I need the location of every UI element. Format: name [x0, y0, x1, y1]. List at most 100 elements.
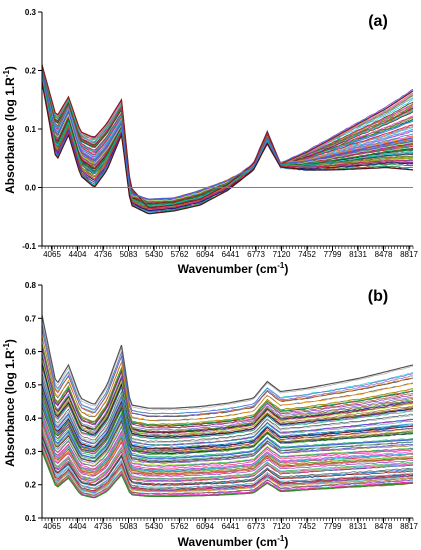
x-tick-label: 6094	[196, 250, 214, 259]
x-tick-label: 6773	[247, 250, 265, 259]
panel-b-y-ticks: 0.1 0.2 0.3 0.4 0.5 0.6 0.7 0.8	[25, 281, 42, 523]
spectrum-line	[41, 318, 414, 411]
spectrum-line	[41, 334, 414, 421]
spectrum-line	[41, 389, 414, 452]
x-tick-label: 7120	[273, 250, 291, 259]
panel-a-x-ticks: 4065 4404 4736 5083 5430 5762 6094 6441 6773 7120…	[41, 246, 418, 259]
spectrum-line	[41, 450, 414, 498]
spectrum-line	[41, 421, 414, 475]
spectrum-line	[41, 428, 414, 480]
x-tick-label: 4404	[69, 250, 87, 259]
spectrum-line	[41, 342, 414, 425]
spectrum-line	[41, 448, 413, 496]
spectrum-line	[41, 377, 414, 446]
panel-a: 4065 4404 4736 5083 5430 5762 6094 6441 6773 7120…	[2, 8, 418, 276]
y-tick-label: 0.7	[25, 314, 37, 323]
x-tick-label: 4736	[94, 250, 112, 259]
y-tick-label: 0.5	[25, 381, 37, 390]
spectrum-line	[41, 355, 414, 434]
panel-a-label: (a)	[368, 13, 388, 30]
spectrum-line	[41, 360, 414, 436]
y-tick-label: 0.1	[25, 514, 37, 523]
spectrum-line	[41, 438, 414, 489]
x-tick-label: 8478	[375, 522, 393, 531]
spectrum-line	[41, 72, 414, 202]
panel-b-x-axis-title: Wavenumber (cm-1)	[178, 534, 289, 549]
spectrum-line	[41, 67, 414, 204]
spectrum-line	[41, 424, 414, 477]
panel-a-y-axis-title: Absorbance (log 1.R-1)	[2, 66, 17, 194]
x-tick-label: 8131	[349, 250, 367, 259]
x-tick-label: 4404	[69, 522, 87, 531]
spectrum-line	[41, 408, 413, 466]
envelope-line	[41, 401, 414, 459]
spectrum-line	[41, 418, 414, 472]
envelope-line	[41, 82, 414, 215]
y-tick-label: 0.3	[25, 447, 37, 456]
y-tick-label: 0.6	[25, 348, 37, 357]
spectrum-line	[41, 375, 414, 444]
x-tick-label: 5762	[171, 522, 189, 531]
spectrum-line	[41, 429, 414, 481]
spectrum-line	[41, 444, 414, 492]
spectrum-line	[41, 327, 414, 417]
spectrum-line	[41, 443, 414, 492]
x-tick-label: 5762	[171, 250, 189, 259]
panel-b-label: (b)	[368, 288, 388, 305]
spectrum-line	[41, 417, 414, 471]
x-tick-label: 7452	[298, 522, 316, 531]
envelope-line	[41, 64, 414, 209]
y-tick-label: 0.1	[25, 125, 37, 134]
x-tick-label: 6773	[247, 522, 265, 531]
y-tick-label: 0.8	[25, 281, 37, 290]
x-tick-label: 7799	[324, 522, 342, 531]
spectrum-line	[41, 352, 414, 431]
envelope-line	[41, 314, 414, 409]
spectrum-line	[41, 362, 414, 437]
x-tick-label: 5083	[120, 522, 138, 531]
x-tick-label: 6441	[222, 522, 240, 531]
spectrum-line	[41, 419, 414, 474]
spectrum-line	[41, 343, 414, 426]
spectrum-line	[41, 423, 413, 476]
spectrum-line	[41, 435, 414, 486]
y-tick-label: -0.1	[22, 242, 36, 251]
spectrum-line	[41, 420, 414, 475]
spectrum-line	[41, 381, 414, 448]
spectrum-line	[41, 384, 414, 450]
y-tick-label: 0.2	[25, 67, 37, 76]
spectrum-line	[41, 448, 413, 496]
x-tick-label: 4065	[43, 250, 61, 259]
spectrum-line	[41, 395, 414, 456]
panel-b-y-axis-title: Absorbance (log 1.R-1)	[2, 339, 17, 467]
panel-b-series	[41, 314, 414, 499]
spectrum-line	[41, 346, 414, 427]
spectrum-line	[41, 366, 413, 438]
spectrum-line	[41, 442, 414, 491]
spectrum-line	[41, 329, 414, 417]
y-tick-label: 0.0	[25, 184, 37, 193]
x-tick-label: 4065	[43, 522, 61, 531]
spectrum-line	[41, 406, 414, 462]
spectrum-line	[41, 411, 414, 467]
spectrum-line	[41, 348, 414, 429]
x-tick-label: 6094	[196, 522, 214, 531]
spectrum-line	[41, 355, 414, 433]
spectrum-line	[41, 432, 414, 483]
spectrum-line	[41, 372, 414, 443]
panel-b-x-ticks: 4065 4404 4736 5083 5430 5762 6094 6441 6773 7120…	[41, 518, 418, 531]
x-tick-label: 8817	[400, 522, 418, 531]
spectrum-line	[41, 323, 414, 415]
x-tick-label: 5430	[145, 522, 163, 531]
panel-a-series	[41, 64, 414, 215]
x-tick-label: 8478	[375, 250, 393, 259]
spectrum-line	[41, 407, 414, 464]
spectrum-line	[41, 404, 414, 462]
panel-a-y-ticks: -0.1 0.0 0.1 0.2 0.3	[22, 8, 42, 251]
y-tick-label: 0.3	[25, 8, 37, 17]
panel-a-axes	[41, 12, 413, 247]
x-tick-label: 4736	[94, 522, 112, 531]
x-tick-label: 5083	[120, 250, 138, 259]
spectrum-line	[41, 414, 414, 469]
